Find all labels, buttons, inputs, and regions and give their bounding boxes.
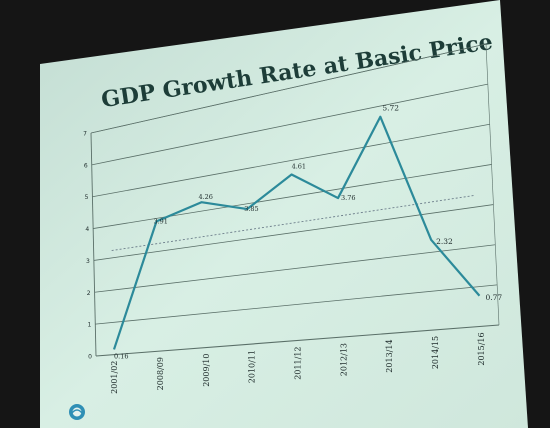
x-tick-label: 2015/16 xyxy=(477,332,486,365)
data-label: 2.32 xyxy=(436,237,453,246)
plot-border xyxy=(485,43,500,326)
data-label: 0.77 xyxy=(485,293,502,302)
y-tick-label: 4 xyxy=(85,226,89,233)
y-tick-label: 0 xyxy=(88,354,92,361)
y-tick-label: 2 xyxy=(87,290,91,297)
data-label: 4.26 xyxy=(198,193,212,201)
x-tick-label: 2001/02 xyxy=(110,361,119,394)
data-label: 4.61 xyxy=(292,163,306,171)
logo-icon xyxy=(69,404,85,420)
y-tick-label: 1 xyxy=(87,322,91,329)
y-tick-label: 7 xyxy=(83,131,87,138)
projection-screen xyxy=(40,0,528,428)
data-label: 3.85 xyxy=(244,205,258,213)
gridline xyxy=(91,83,488,166)
trend-line xyxy=(111,194,475,251)
gridline xyxy=(93,204,494,261)
x-tick-label: 2008/09 xyxy=(156,357,165,390)
x-tick-label: 2009/10 xyxy=(202,354,211,387)
gridline xyxy=(94,244,496,293)
data-label: 5.72 xyxy=(382,104,399,113)
plot-border xyxy=(90,43,487,134)
data-label: 3.76 xyxy=(341,194,355,202)
data-label: 0.16 xyxy=(114,352,128,360)
y-tick-label: 6 xyxy=(84,162,88,169)
series-line xyxy=(112,115,481,350)
gridline xyxy=(95,324,500,357)
x-tick-label: 2011/12 xyxy=(294,347,303,380)
gridline xyxy=(92,123,490,198)
x-tick-label: 2014/15 xyxy=(431,336,440,369)
gridline xyxy=(95,284,498,325)
y-tick-label: 3 xyxy=(86,258,90,265)
x-tick-label: 2010/11 xyxy=(248,350,257,383)
data-label: 3.91 xyxy=(153,217,167,225)
x-tick-label: 2013/14 xyxy=(385,339,394,372)
x-tick-label: 2012/13 xyxy=(339,343,348,376)
y-tick-label: 5 xyxy=(85,194,89,201)
gridline xyxy=(93,164,492,229)
y-axis xyxy=(90,132,97,357)
